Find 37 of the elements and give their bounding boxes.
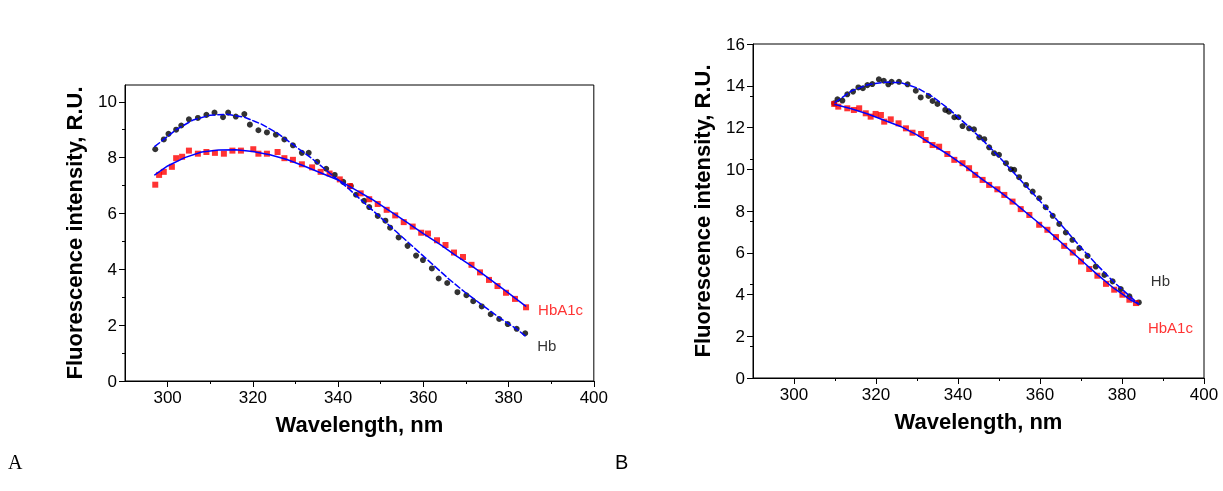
y-tick-label: 8 bbox=[735, 201, 745, 221]
y-tick-label: 8 bbox=[107, 148, 117, 168]
y-tick-label: 14 bbox=[726, 76, 745, 96]
x-tick-label: 360 bbox=[409, 388, 438, 407]
y-tick-label: 2 bbox=[735, 326, 745, 346]
x-tick-label: 380 bbox=[1107, 385, 1137, 404]
y-axis-title: Fluorescence intensity, R.U. bbox=[689, 64, 715, 358]
text: A bbox=[8, 451, 23, 473]
x-tick-label: 320 bbox=[861, 385, 891, 404]
x-tick-label: 400 bbox=[1189, 385, 1219, 404]
y-tick-label: 12 bbox=[726, 118, 745, 137]
y-tick-label: 4 bbox=[735, 285, 745, 304]
x-tick-label: 400 bbox=[579, 388, 609, 407]
x-tick-label: 300 bbox=[153, 388, 182, 407]
y-tick-label: 6 bbox=[107, 203, 117, 223]
x-tick-label: 320 bbox=[238, 388, 268, 407]
x-tick-label: 380 bbox=[494, 388, 523, 407]
y-tick-label: 10 bbox=[726, 159, 745, 179]
y-tick-label: 0 bbox=[735, 368, 745, 388]
x-tick-label: 340 bbox=[323, 388, 353, 407]
y-tick-label: 0 bbox=[107, 371, 117, 391]
x-axis-title: Wavelength, nm bbox=[275, 411, 444, 437]
y-tick-label: 16 bbox=[726, 34, 745, 54]
x-tick-label: 300 bbox=[779, 385, 809, 404]
series-label: HbA1c bbox=[1147, 318, 1194, 336]
text: B bbox=[615, 451, 629, 473]
y-tick-label: 2 bbox=[107, 315, 117, 335]
series-label: Hb bbox=[1150, 271, 1170, 289]
x-tick-label: 360 bbox=[1025, 385, 1055, 404]
series-label: Hb bbox=[537, 336, 557, 354]
series-label: HbA1c bbox=[538, 300, 584, 318]
x-axis-title: Wavelength, nm bbox=[894, 408, 1063, 434]
x-tick-label: 340 bbox=[943, 385, 973, 404]
y-axis-title: Fluorescence intensity, R.U. bbox=[61, 86, 87, 380]
y-tick-label: 6 bbox=[735, 243, 745, 263]
y-tick-label: 10 bbox=[98, 92, 117, 112]
y-tick-label: 4 bbox=[107, 259, 117, 279]
